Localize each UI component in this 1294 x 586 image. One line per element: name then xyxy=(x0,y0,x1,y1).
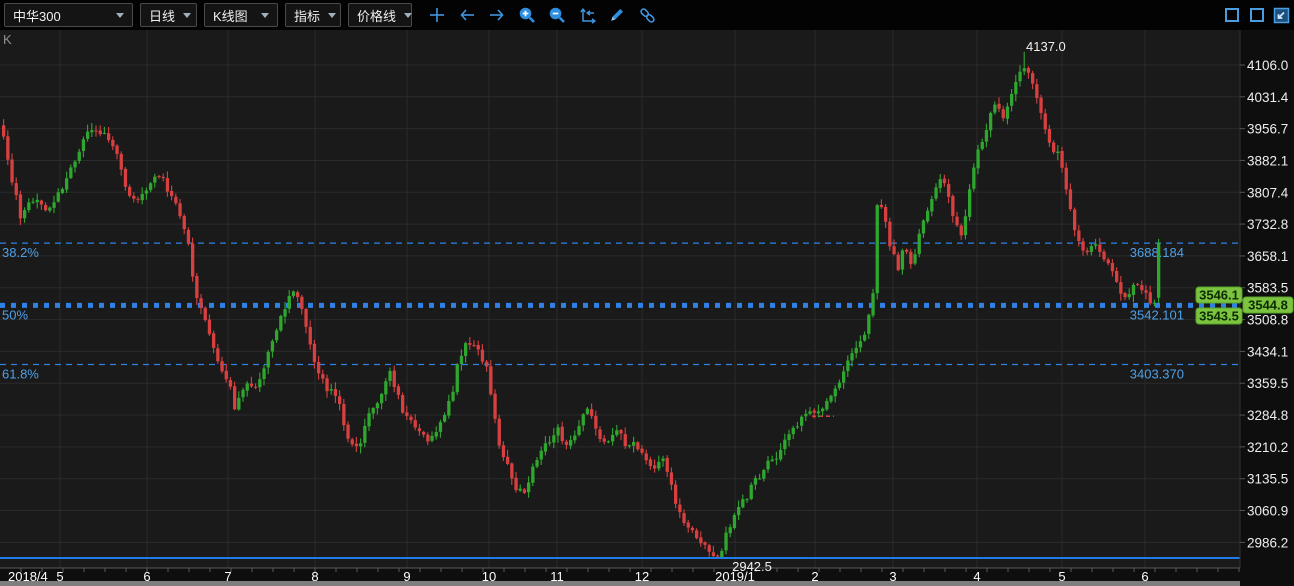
time-tick-label: 10 xyxy=(482,569,496,584)
crosshair-button[interactable] xyxy=(425,3,449,27)
chevron-down-icon xyxy=(261,12,269,18)
time-tick-label: 2019/1 xyxy=(715,569,755,584)
toolbar-tools xyxy=(425,3,659,27)
price-tick-label: 4031.4 xyxy=(1247,90,1289,105)
price-line-select[interactable]: 价格线 xyxy=(348,3,413,27)
pane-layout-1-button[interactable] xyxy=(1223,7,1240,24)
price-tick-label: 4106.0 xyxy=(1247,58,1288,73)
price-tag xyxy=(1242,296,1294,314)
time-tick-label: 6 xyxy=(143,569,150,584)
fibonacci-retracement-lines[interactable]: 38.2% 3688.184 50% 3542.101 61.8% 3403.370 xyxy=(0,242,1240,382)
period-select-value: 日线 xyxy=(149,8,176,24)
fib-value-label: 3403.370 xyxy=(1130,367,1184,382)
time-tick-label: 8 xyxy=(311,569,318,584)
indicator-select-value: 指标 xyxy=(294,8,321,24)
time-tick-label: 7 xyxy=(224,569,231,584)
price-tick-label: 3508.8 xyxy=(1247,313,1288,328)
price-tick-label: 3434.1 xyxy=(1247,344,1288,359)
fib-percent-label: 38.2% xyxy=(2,245,39,260)
price-tag xyxy=(1195,286,1243,304)
pan-left-button[interactable] xyxy=(455,3,479,27)
horizontal-scrollbar[interactable] xyxy=(0,581,1240,586)
time-tick-label: 5 xyxy=(56,569,63,584)
time-tick-label: 11 xyxy=(550,569,564,584)
price-tick-label: 3583.5 xyxy=(1247,281,1288,296)
indicator-select[interactable]: 指标 xyxy=(285,3,341,27)
price-tag-value: 3543.5 xyxy=(1199,309,1239,324)
zoom-out-button[interactable] xyxy=(545,3,569,27)
price-tick-label: 3807.4 xyxy=(1247,185,1289,200)
price-line-select-value: 价格线 xyxy=(357,8,397,24)
price-tick-label: 3882.1 xyxy=(1247,153,1288,168)
chart-type-select-value: K线图 xyxy=(213,8,248,24)
price-tick-label: 3658.1 xyxy=(1247,249,1288,264)
pane-label: K xyxy=(3,32,12,47)
time-tick-label: 4 xyxy=(973,569,980,584)
axis-scale-icon xyxy=(579,7,596,24)
chevron-down-icon xyxy=(328,12,337,18)
price-tick-label: 3210.2 xyxy=(1247,440,1288,455)
price-tick-label: 3956.7 xyxy=(1247,122,1288,137)
crosshair-icon xyxy=(430,8,444,22)
chevron-down-icon xyxy=(116,12,124,18)
time-tick-label: 2018/4 xyxy=(8,569,48,584)
price-tag-value: 3546.1 xyxy=(1199,288,1239,303)
price-tick-label: 3135.5 xyxy=(1247,472,1288,487)
fib-percent-label: 61.8% xyxy=(2,367,39,382)
price-tick-label: 3284.8 xyxy=(1247,408,1288,423)
price-tag-value: 3544.8 xyxy=(1248,298,1288,313)
chart-type-select[interactable]: K线图 xyxy=(204,3,278,27)
symbol-select[interactable]: 中华300 xyxy=(4,3,133,27)
price-tick-label: 3732.8 xyxy=(1247,217,1288,232)
fib-value-label: 3542.101 xyxy=(1130,307,1184,322)
chart-area[interactable]: 38.2% 3688.184 50% 3542.101 61.8% 3403.370 410… xyxy=(0,30,1294,586)
time-tick-label: 2 xyxy=(811,569,818,584)
high-price-label: 4137.0 xyxy=(1026,39,1066,54)
arrow-right-icon xyxy=(490,9,504,21)
time-tick-label: 6 xyxy=(1141,569,1148,584)
pan-right-button[interactable] xyxy=(485,3,509,27)
link-button[interactable] xyxy=(635,3,659,27)
fib-value-label: 3688.184 xyxy=(1130,245,1184,260)
restore-arrow-icon xyxy=(1273,7,1290,23)
time-tick-label: 5 xyxy=(1058,569,1065,584)
axis-scale-button[interactable] xyxy=(575,3,599,27)
pencil-icon xyxy=(611,9,623,21)
chevron-down-icon xyxy=(183,12,192,18)
price-tick-label: 2986.2 xyxy=(1247,535,1288,550)
fib-percent-label: 50% xyxy=(2,307,28,322)
restore-window-button[interactable] xyxy=(1273,7,1290,24)
price-tick-label: 3359.5 xyxy=(1247,376,1288,391)
square-pane-icon xyxy=(1224,8,1239,22)
zoom-out-icon xyxy=(549,7,565,23)
candlestick-series xyxy=(2,51,1161,558)
plot-background xyxy=(0,30,1240,568)
arrow-left-icon xyxy=(460,9,474,21)
price-tick-label: 3060.9 xyxy=(1247,503,1288,518)
symbol-select-value: 中华300 xyxy=(13,8,61,24)
zoom-in-button[interactable] xyxy=(515,3,539,27)
time-tick-label: 3 xyxy=(889,569,896,584)
grid xyxy=(0,30,1240,568)
draw-button[interactable] xyxy=(605,3,629,27)
window-controls xyxy=(1223,7,1290,24)
price-tags: 3546.1 3543.5 3544.8 xyxy=(1195,286,1294,325)
square-pane-icon xyxy=(1249,8,1264,22)
chevron-down-icon xyxy=(404,12,413,18)
price-tag xyxy=(1195,307,1243,325)
time-axis[interactable]: 2018/4 5 6 7 8 9 10 11 12 2019/1 2 3 4 5 6 xyxy=(0,567,1240,584)
toolbar: 中华300 日线 K线图 指标 价格线 xyxy=(0,0,1294,30)
time-tick-label: 12 xyxy=(635,569,649,584)
low-price-label: 2942.5 xyxy=(732,559,772,574)
zoom-in-icon xyxy=(519,7,535,23)
pane-layout-2-button[interactable] xyxy=(1248,7,1265,24)
time-tick-label: 9 xyxy=(403,569,410,584)
link-icon xyxy=(639,7,655,23)
period-select[interactable]: 日线 xyxy=(140,3,197,27)
